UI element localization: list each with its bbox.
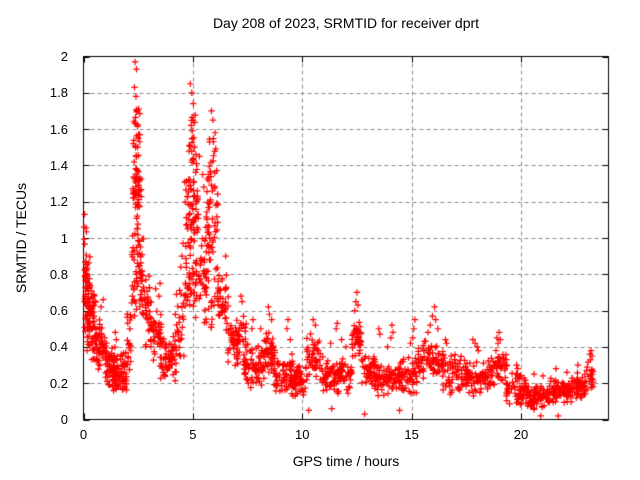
x-tick-label: 5 (189, 427, 197, 442)
y-tick-label: 0 (60, 412, 68, 427)
y-tick-label: 0.4 (49, 339, 68, 355)
y-tick-label: 0.8 (49, 266, 68, 282)
chart-title: Day 208 of 2023, SRMTID for receiver dpr… (212, 15, 480, 31)
y-tick-label: 1.4 (49, 157, 68, 173)
x-tick-label: 20 (513, 427, 529, 442)
x-tick-label: 15 (404, 427, 419, 442)
y-tick-label: 1.8 (49, 85, 68, 101)
y-tick-label: 2 (60, 49, 68, 64)
x-tick-label: 10 (295, 427, 310, 442)
y-tick-label: 1.6 (49, 121, 68, 137)
x-tick-label: 0 (79, 427, 88, 442)
x-axis-label: GPS time / hours (292, 453, 400, 469)
y-tick-label: 0.6 (49, 303, 68, 319)
y-tick-label: 0.2 (49, 375, 68, 391)
y-tick-label: 1 (60, 230, 68, 246)
y-tick-label: 1.2 (49, 194, 68, 210)
